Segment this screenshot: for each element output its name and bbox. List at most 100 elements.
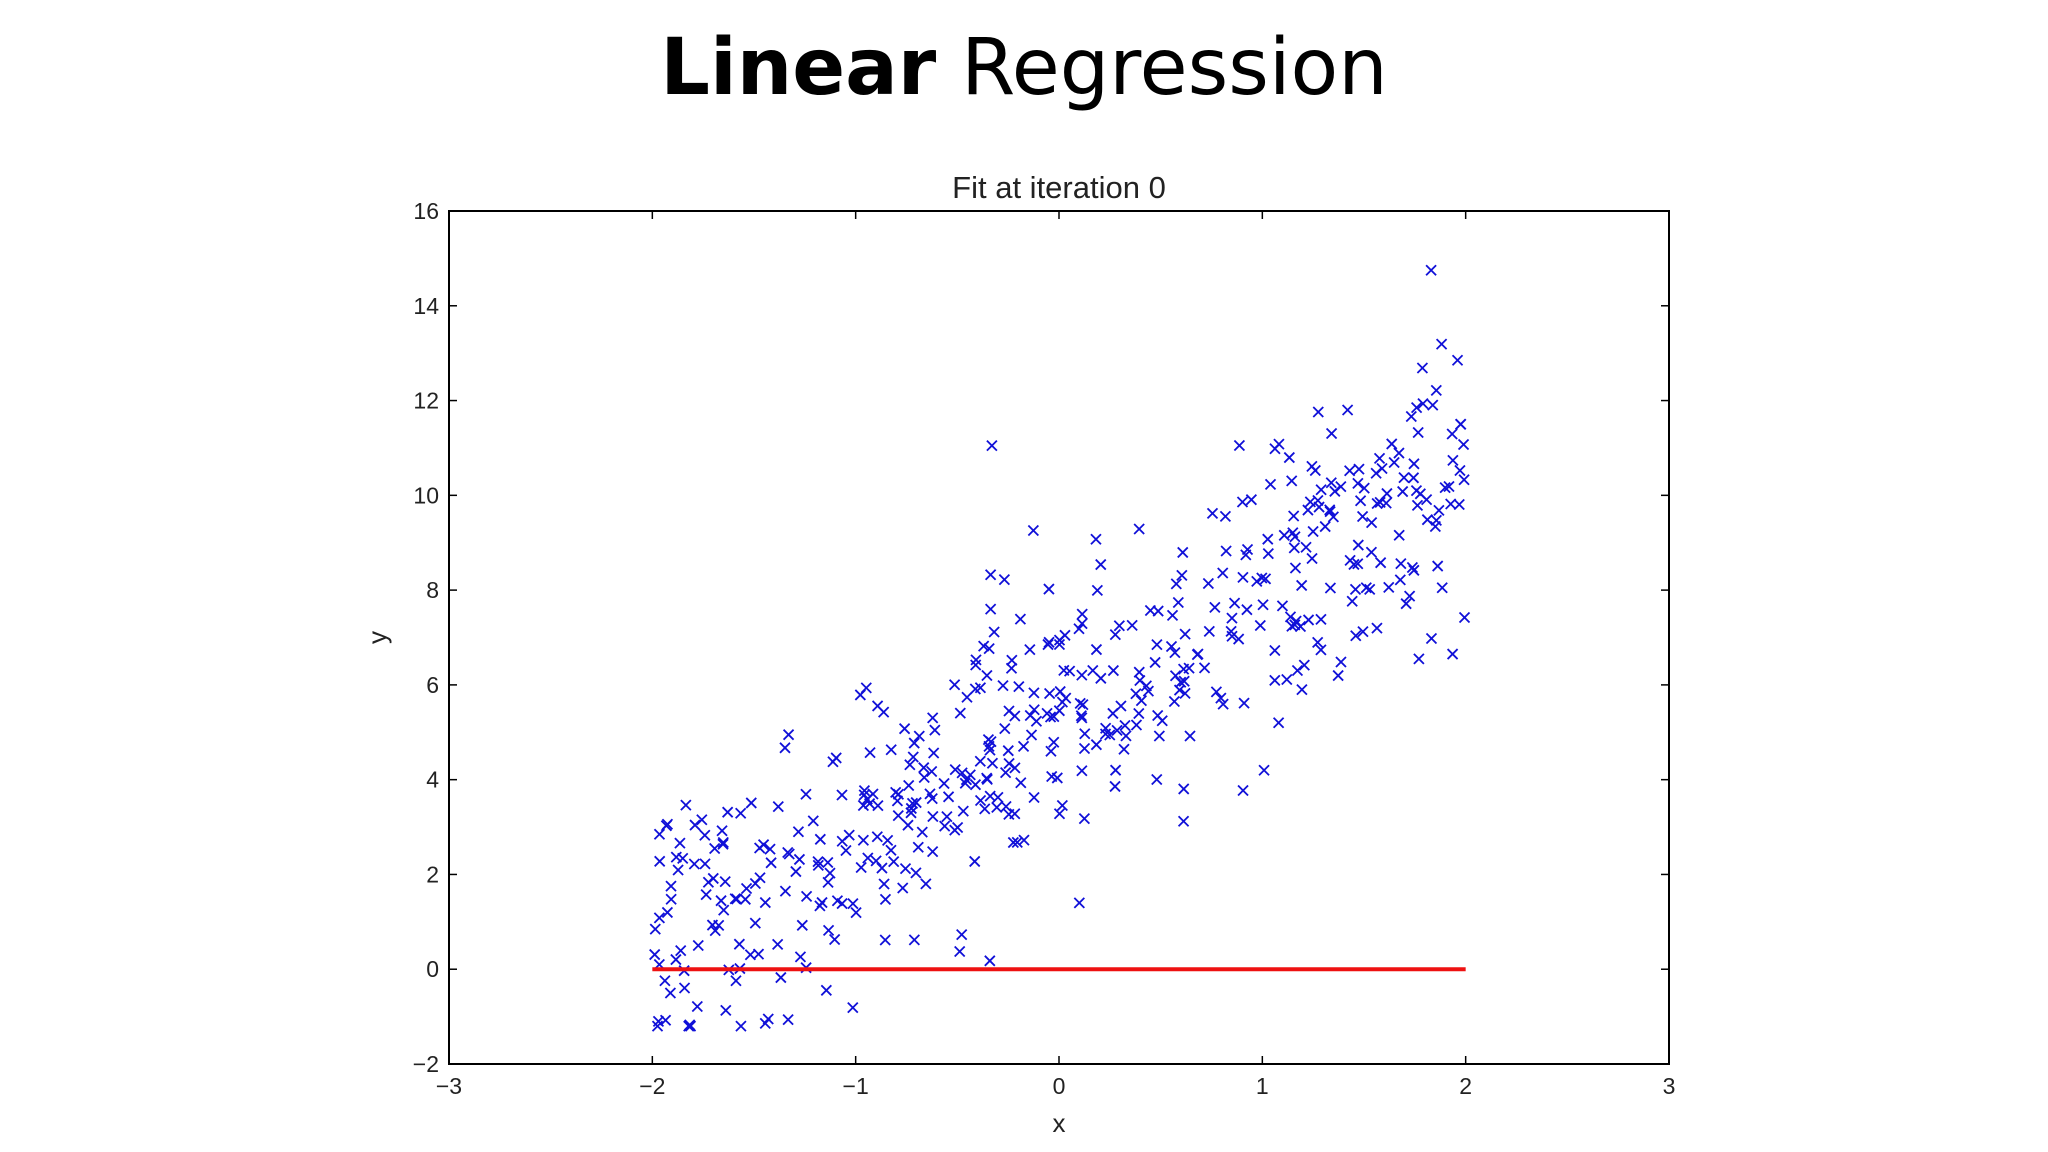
data-point [916, 826, 928, 838]
data-point-stroke [983, 643, 995, 655]
data-point-stroke [904, 759, 916, 771]
data-point [790, 865, 802, 878]
data-point-stroke [689, 819, 701, 831]
data-point [1109, 780, 1121, 793]
data-point-stroke [1118, 743, 1130, 755]
plot-frame [448, 210, 1670, 1065]
data-point-stroke [794, 951, 807, 963]
data-point [1425, 264, 1437, 276]
data-point [1446, 648, 1459, 660]
points-layer [649, 264, 1471, 1032]
data-point [1430, 514, 1442, 527]
data-point [998, 573, 1011, 586]
data-point [1414, 488, 1426, 500]
data-point [1151, 639, 1163, 651]
data-point [969, 855, 981, 868]
data-point-stroke [1053, 808, 1066, 820]
data-point-stroke [1172, 596, 1184, 609]
data-point [1130, 688, 1142, 700]
data-point-stroke [1078, 812, 1091, 825]
data-point [1403, 590, 1416, 602]
data-point [1009, 762, 1021, 774]
data-point-stroke [699, 829, 711, 841]
data-point-stroke [772, 800, 784, 813]
data-point-stroke [1184, 730, 1196, 742]
data-point [961, 691, 973, 703]
data-point-stroke [775, 971, 787, 984]
data-point-stroke [871, 700, 884, 712]
data-point-stroke [1445, 498, 1457, 510]
data-point-stroke [858, 789, 870, 801]
data-point [1374, 496, 1386, 509]
data-point [1365, 517, 1378, 529]
data-point [1296, 684, 1308, 696]
data-point [892, 809, 904, 822]
data-point-stroke [759, 896, 771, 909]
data-point-stroke [1447, 454, 1459, 466]
data-point [1090, 533, 1102, 545]
y-tick-label: 4 [426, 767, 439, 793]
data-point [1169, 647, 1181, 659]
data-point [1406, 561, 1419, 574]
data-point-stroke [1357, 626, 1369, 638]
data-point [1170, 578, 1182, 590]
data-point-stroke [749, 917, 761, 929]
data-point [1053, 634, 1066, 646]
data-point [1350, 630, 1362, 642]
data-point [1451, 354, 1464, 366]
data-point [986, 757, 999, 769]
data-point [1053, 638, 1066, 651]
data-point [1370, 467, 1382, 479]
data-point-stroke [926, 793, 938, 805]
data-point [1111, 724, 1123, 737]
data-point [1383, 581, 1395, 594]
data-point-stroke [1166, 609, 1179, 622]
data-point [659, 1014, 672, 1026]
data-point [1237, 571, 1249, 584]
data-point [1076, 765, 1088, 777]
data-point [1078, 812, 1091, 825]
data-point-stroke [986, 439, 998, 452]
data-point [878, 706, 890, 718]
data-point [1091, 584, 1103, 597]
data-point-stroke [1412, 426, 1424, 439]
data-point [1119, 719, 1131, 732]
data-point [984, 955, 996, 967]
data-point-stroke [926, 765, 938, 778]
data-point-stroke [1455, 418, 1467, 430]
data-point [1226, 630, 1238, 642]
data-point [984, 790, 996, 802]
data-point [1165, 640, 1178, 653]
data-point [942, 791, 955, 803]
data-point-stroke [956, 928, 968, 941]
data-point-stroke [1294, 620, 1307, 633]
data-point [735, 807, 747, 819]
data-point-stroke [949, 764, 961, 776]
data-point-stroke [1403, 590, 1416, 602]
data-point-stroke [779, 742, 791, 754]
data-point-stroke [1245, 494, 1258, 506]
data-point-stroke [1291, 664, 1304, 677]
data-point [718, 904, 730, 916]
data-point-stroke [1076, 669, 1088, 681]
data-point [772, 938, 784, 951]
data-point [1210, 686, 1223, 698]
data-point-stroke [1079, 728, 1091, 740]
data-point-stroke [918, 771, 930, 784]
data-point-stroke [1262, 547, 1274, 560]
data-point-stroke [807, 815, 819, 827]
y-tick-label: 14 [413, 293, 439, 319]
data-point [1133, 523, 1145, 535]
data-point-stroke [1173, 684, 1186, 696]
data-point-stroke [998, 573, 1011, 586]
data-point [860, 682, 872, 694]
data-point [1151, 773, 1163, 786]
data-point-stroke [1206, 507, 1219, 519]
data-point [959, 777, 971, 789]
data-point-stroke [1381, 487, 1393, 500]
data-point-stroke [812, 859, 824, 872]
data-point [1408, 564, 1420, 576]
data-point [974, 794, 987, 807]
data-point [1090, 643, 1103, 656]
data-point [1078, 742, 1091, 755]
